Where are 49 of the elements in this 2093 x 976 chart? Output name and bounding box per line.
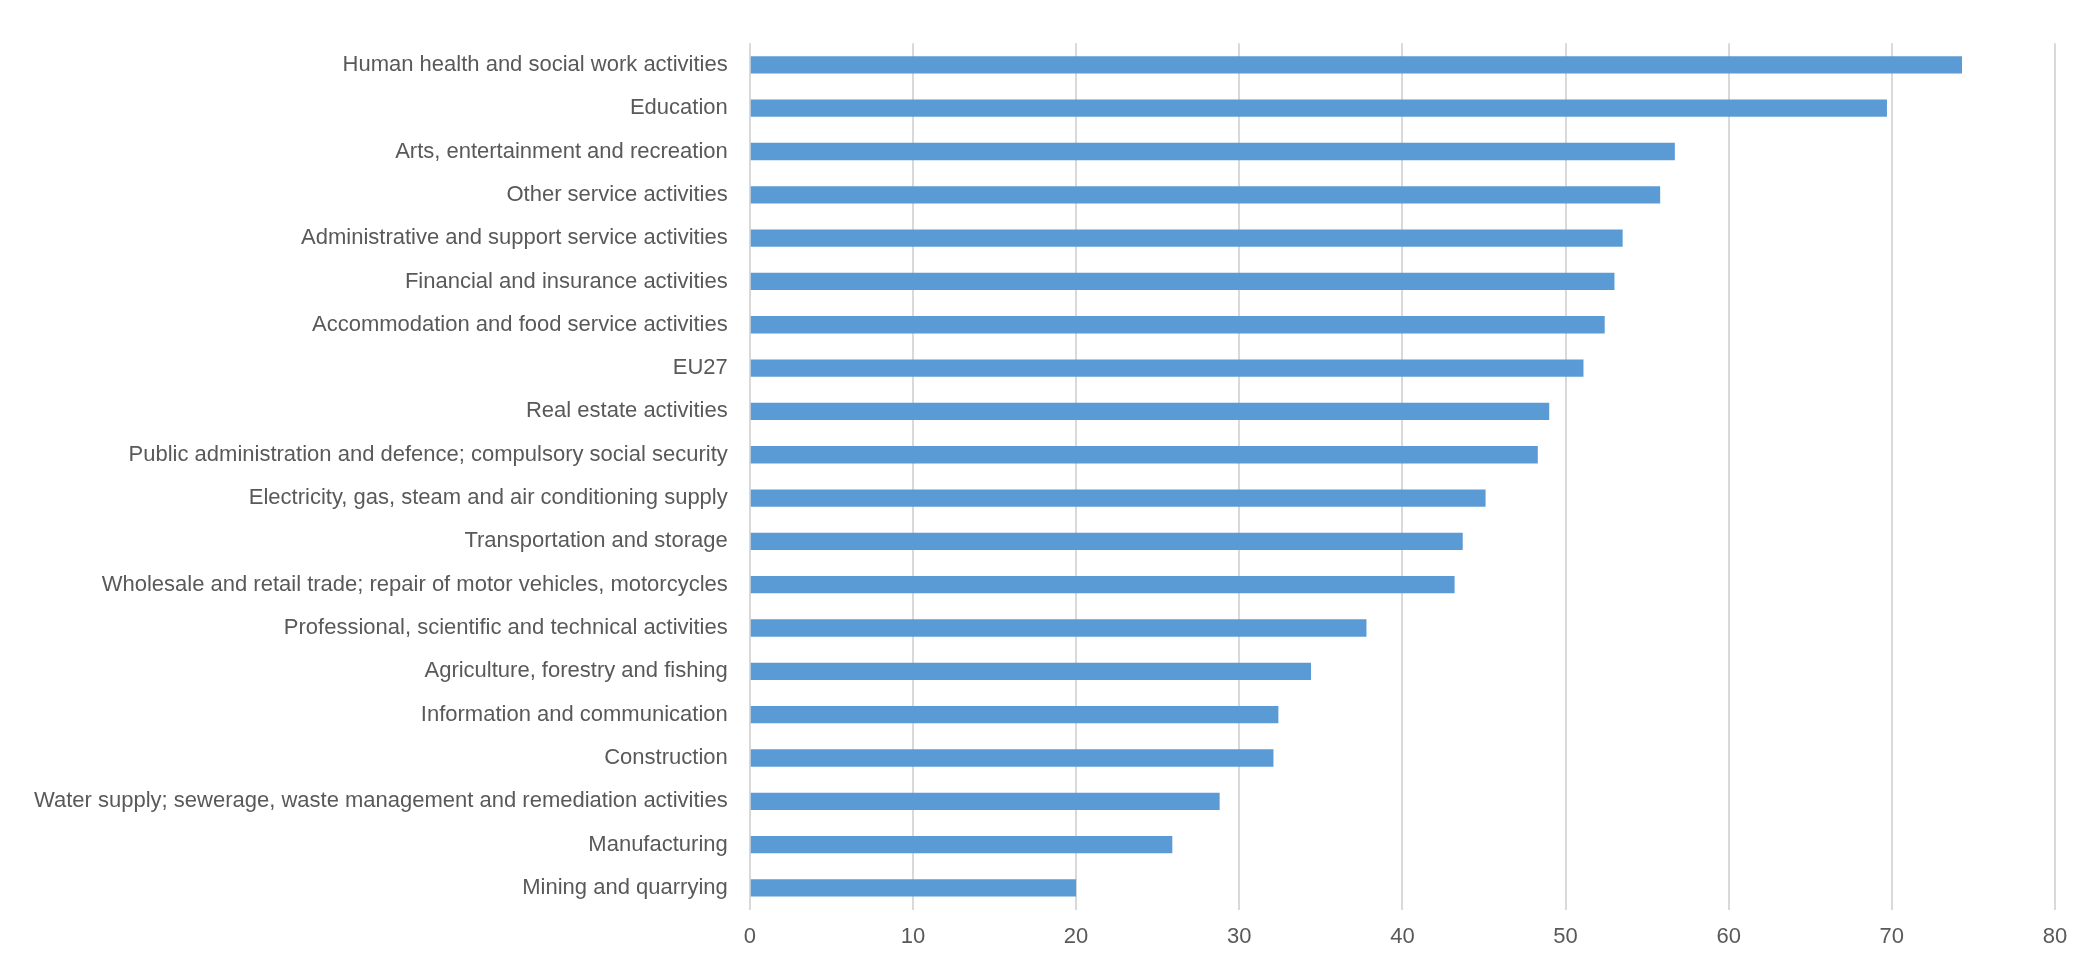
bar — [750, 662, 1312, 680]
y-tick-label: Water supply; sewerage, waste management and remediation activities — [33, 787, 728, 813]
y-tick-label: EU27 — [672, 354, 728, 380]
bar — [750, 576, 1455, 594]
bar — [750, 56, 1962, 74]
bar — [750, 142, 1675, 161]
bar — [750, 749, 1274, 767]
bar — [750, 835, 1173, 854]
y-tick-label: Wholesale and retail trade; repair of motor vehicles, motorcycles — [101, 570, 728, 596]
bar — [750, 706, 1279, 724]
bar — [750, 316, 1605, 334]
x-tick-label: 70 — [1879, 922, 1905, 948]
bar — [750, 186, 1661, 204]
x-tick-label: 50 — [1553, 922, 1578, 948]
y-tick-label: Real estate activities — [525, 397, 728, 423]
y-tick-label: Information and communication — [420, 700, 728, 726]
bar — [750, 402, 1550, 421]
x-tick-label: 30 — [1226, 922, 1252, 948]
bar — [750, 619, 1367, 637]
bar — [750, 446, 1538, 464]
y-tick-label: Manufacturing — [588, 830, 728, 856]
x-tick-label: 60 — [1716, 922, 1741, 948]
bar — [750, 99, 1887, 117]
y-tick-label: Public administration and defence; compulsory social security — [128, 440, 728, 466]
bar — [750, 532, 1463, 551]
bar — [750, 229, 1623, 247]
y-tick-label: Financial and insurance activities — [404, 267, 728, 293]
bar — [750, 879, 1077, 897]
y-tick-label: Construction — [604, 744, 728, 770]
x-tick-label: 0 — [743, 922, 756, 948]
y-tick-label: Accommodation and food service activities — [311, 310, 728, 336]
y-tick-label: Transportation and storage — [464, 527, 728, 553]
y-tick-label: Administrative and support service activities — [301, 224, 728, 250]
x-tick-label: 20 — [1063, 922, 1089, 948]
bar — [750, 359, 1584, 377]
y-tick-label: Education — [629, 94, 728, 120]
x-tick-label: 40 — [1390, 922, 1415, 948]
y-tick-label: Agriculture, forestry and fishing — [424, 657, 728, 683]
y-tick-label: Mining and quarrying — [522, 874, 728, 899]
y-tick-label: Human health and social work activities — [342, 50, 728, 76]
y-tick-label: Arts, entertainment and recreation — [395, 137, 728, 163]
bar — [750, 272, 1615, 291]
bar — [750, 489, 1486, 507]
bar — [750, 792, 1220, 810]
y-tick-label: Other service activities — [506, 180, 728, 206]
x-tick-label: 80 — [2042, 922, 2068, 948]
x-tick-label: 10 — [900, 922, 926, 948]
y-tick-label: Professional, scientific and technical activities — [283, 614, 728, 640]
y-tick-label: Electricity, gas, steam and air conditioning supply — [248, 484, 728, 510]
